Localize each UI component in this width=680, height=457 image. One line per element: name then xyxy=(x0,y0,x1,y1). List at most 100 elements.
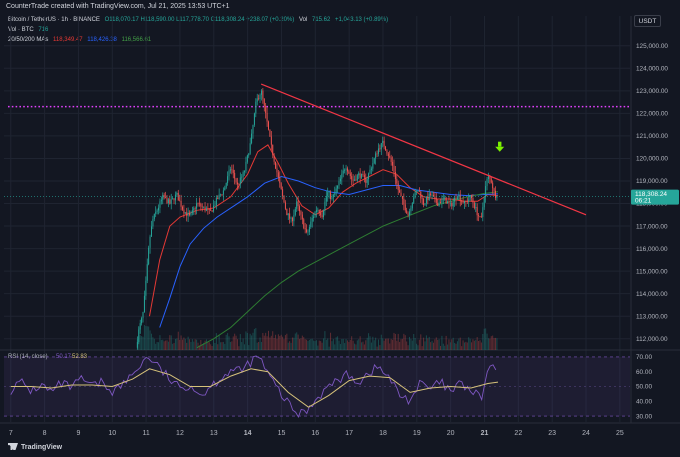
candle-body xyxy=(370,168,372,170)
price-tick-label: 117,000.00 xyxy=(636,223,668,230)
candle-body xyxy=(245,161,247,172)
candle-body xyxy=(392,161,394,166)
price-tick-label: 114,000.00 xyxy=(636,291,668,298)
volume-bar xyxy=(167,341,169,350)
volume-bar xyxy=(403,333,405,350)
volume-bar xyxy=(354,343,356,350)
rsi-label[interactable]: RSI (14, close) xyxy=(8,354,48,360)
volume-bar xyxy=(411,340,413,350)
volume-bar xyxy=(492,335,494,350)
volume-bar xyxy=(300,338,302,350)
candle-body xyxy=(197,203,199,205)
volume-bar xyxy=(304,339,306,350)
volume-bar xyxy=(165,340,167,350)
candle-body xyxy=(494,190,496,198)
volume-bar xyxy=(229,341,231,350)
volume-bar xyxy=(496,338,498,350)
volume-bar xyxy=(427,338,429,350)
candle-body xyxy=(385,146,387,151)
candle-body xyxy=(284,202,286,209)
volume-bar xyxy=(410,338,412,350)
candle-body xyxy=(158,207,160,211)
candle-body xyxy=(163,194,165,198)
volume-bar xyxy=(313,340,315,350)
ma200-value: 116,566.61 xyxy=(121,37,152,43)
volume-bar xyxy=(172,343,174,350)
volume-bar xyxy=(387,338,389,350)
candle-body xyxy=(238,184,240,186)
countdown-value: 06:21 xyxy=(635,198,652,205)
candle-body xyxy=(448,201,450,203)
volume-bar xyxy=(310,339,312,350)
candle-body xyxy=(286,208,288,216)
volume-bar xyxy=(372,336,374,350)
candle-body xyxy=(361,173,363,178)
time-tick-label: 19 xyxy=(413,430,421,437)
candle-body xyxy=(172,198,174,200)
volume-bar xyxy=(341,339,343,350)
candle-body xyxy=(455,197,457,200)
volume-bar xyxy=(267,330,269,350)
volume-bar xyxy=(244,344,246,350)
vol-btc-label[interactable]: Vol · BTC xyxy=(8,27,34,33)
candle-body xyxy=(189,212,191,215)
candle-body xyxy=(138,329,140,343)
candle-body xyxy=(351,176,353,180)
candle-body xyxy=(403,198,405,205)
price-tick-label: 115,000.00 xyxy=(636,268,668,275)
tradingview-brand[interactable]: TradingView xyxy=(8,443,62,451)
candle-body xyxy=(307,231,309,233)
volume-bar xyxy=(255,328,257,350)
volume-bar xyxy=(483,328,485,350)
volume-bar xyxy=(166,340,168,350)
candle-body xyxy=(239,177,241,185)
volume-bar xyxy=(321,342,323,350)
volume-bar xyxy=(262,332,264,350)
candle-body xyxy=(259,94,261,100)
volume-bar xyxy=(155,343,157,350)
price-tick-label: 123,000.00 xyxy=(636,88,668,95)
volume-bar xyxy=(485,328,487,350)
volume-bar xyxy=(458,338,460,350)
candle-body xyxy=(404,204,406,211)
volume-bar xyxy=(490,336,492,350)
candle-body xyxy=(334,192,336,195)
candle-body xyxy=(411,202,413,209)
candle-body xyxy=(277,172,279,178)
candle-body xyxy=(410,208,412,212)
volume-bar xyxy=(190,341,192,350)
candle-body xyxy=(418,191,420,193)
volume-bar xyxy=(455,343,457,350)
volume-bar xyxy=(334,344,336,350)
volume-bar xyxy=(342,338,344,350)
volume-bar xyxy=(386,338,388,350)
symbol-name[interactable]: Bitcoin / TetherUS · 1h · BINANCE xyxy=(8,17,100,23)
price-tick-label: 113,000.00 xyxy=(636,313,668,320)
candle-body xyxy=(471,195,473,199)
volume-bar xyxy=(269,337,271,350)
candle-body xyxy=(190,213,192,215)
volume-bar xyxy=(383,340,385,350)
candle-body xyxy=(420,191,422,199)
volume-bar xyxy=(283,339,285,350)
volume-bar xyxy=(335,337,337,350)
volume-bar xyxy=(421,346,423,350)
volume-bar xyxy=(396,340,398,350)
candle-body xyxy=(203,206,205,208)
candle-body xyxy=(160,199,162,202)
volume-bar xyxy=(180,335,182,350)
candlestick-series xyxy=(136,88,498,350)
last-price-value: 118,308.24 xyxy=(635,191,667,198)
volume-bar xyxy=(437,339,439,350)
volume-bar xyxy=(404,335,406,350)
candle-body xyxy=(276,168,278,173)
currency-button[interactable]: USDT xyxy=(634,15,661,27)
candle-body xyxy=(296,201,298,209)
volume-bar xyxy=(466,342,468,350)
last-price-label: 118,308.24 06:21 xyxy=(631,189,679,205)
price-tick-label: 121,000.00 xyxy=(636,133,668,140)
candle-body xyxy=(492,182,494,189)
volume-bar xyxy=(214,342,216,350)
ma-label[interactable]: 20/50/200 MAs xyxy=(8,37,49,43)
